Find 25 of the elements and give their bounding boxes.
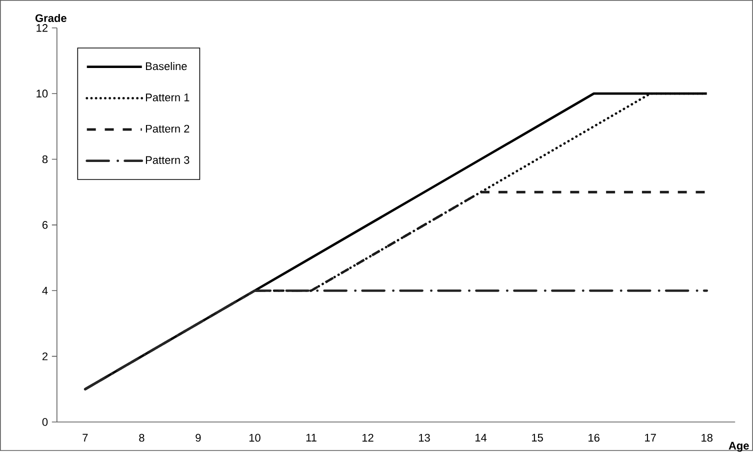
- y-tick-label: 8: [42, 155, 48, 163]
- y-tick-label: 2: [42, 352, 48, 360]
- x-axis-title: Age: [728, 442, 749, 452]
- legend-label: Pattern 2: [146, 124, 190, 132]
- y-tick-label: 10: [36, 89, 48, 98]
- x-tick-label: 8: [139, 434, 144, 442]
- x-tick-label: 14: [476, 434, 487, 442]
- legend-label: Pattern 1: [146, 93, 190, 102]
- y-tick-label: 4: [42, 286, 48, 294]
- x-tick-label: 13: [418, 434, 430, 442]
- x-tick-label: 11: [306, 434, 316, 442]
- legend-label: Pattern 3: [146, 156, 190, 164]
- x-tick-label: 12: [362, 434, 374, 442]
- x-tick-label: 16: [588, 434, 600, 442]
- x-tick-label: 10: [249, 434, 260, 442]
- y-tick-label: 0: [42, 418, 48, 426]
- legend-label: Baseline: [146, 62, 187, 70]
- y-tick-label: 12: [36, 24, 48, 32]
- y-axis-title: Grade: [35, 14, 66, 22]
- x-tick-label: 9: [196, 434, 201, 442]
- x-tick-label: 15: [532, 434, 543, 442]
- y-tick-label: 6: [42, 220, 48, 229]
- x-tick-label: 18: [702, 434, 712, 442]
- x-tick-label: 17: [645, 434, 656, 442]
- x-tick-label: 7: [82, 434, 88, 442]
